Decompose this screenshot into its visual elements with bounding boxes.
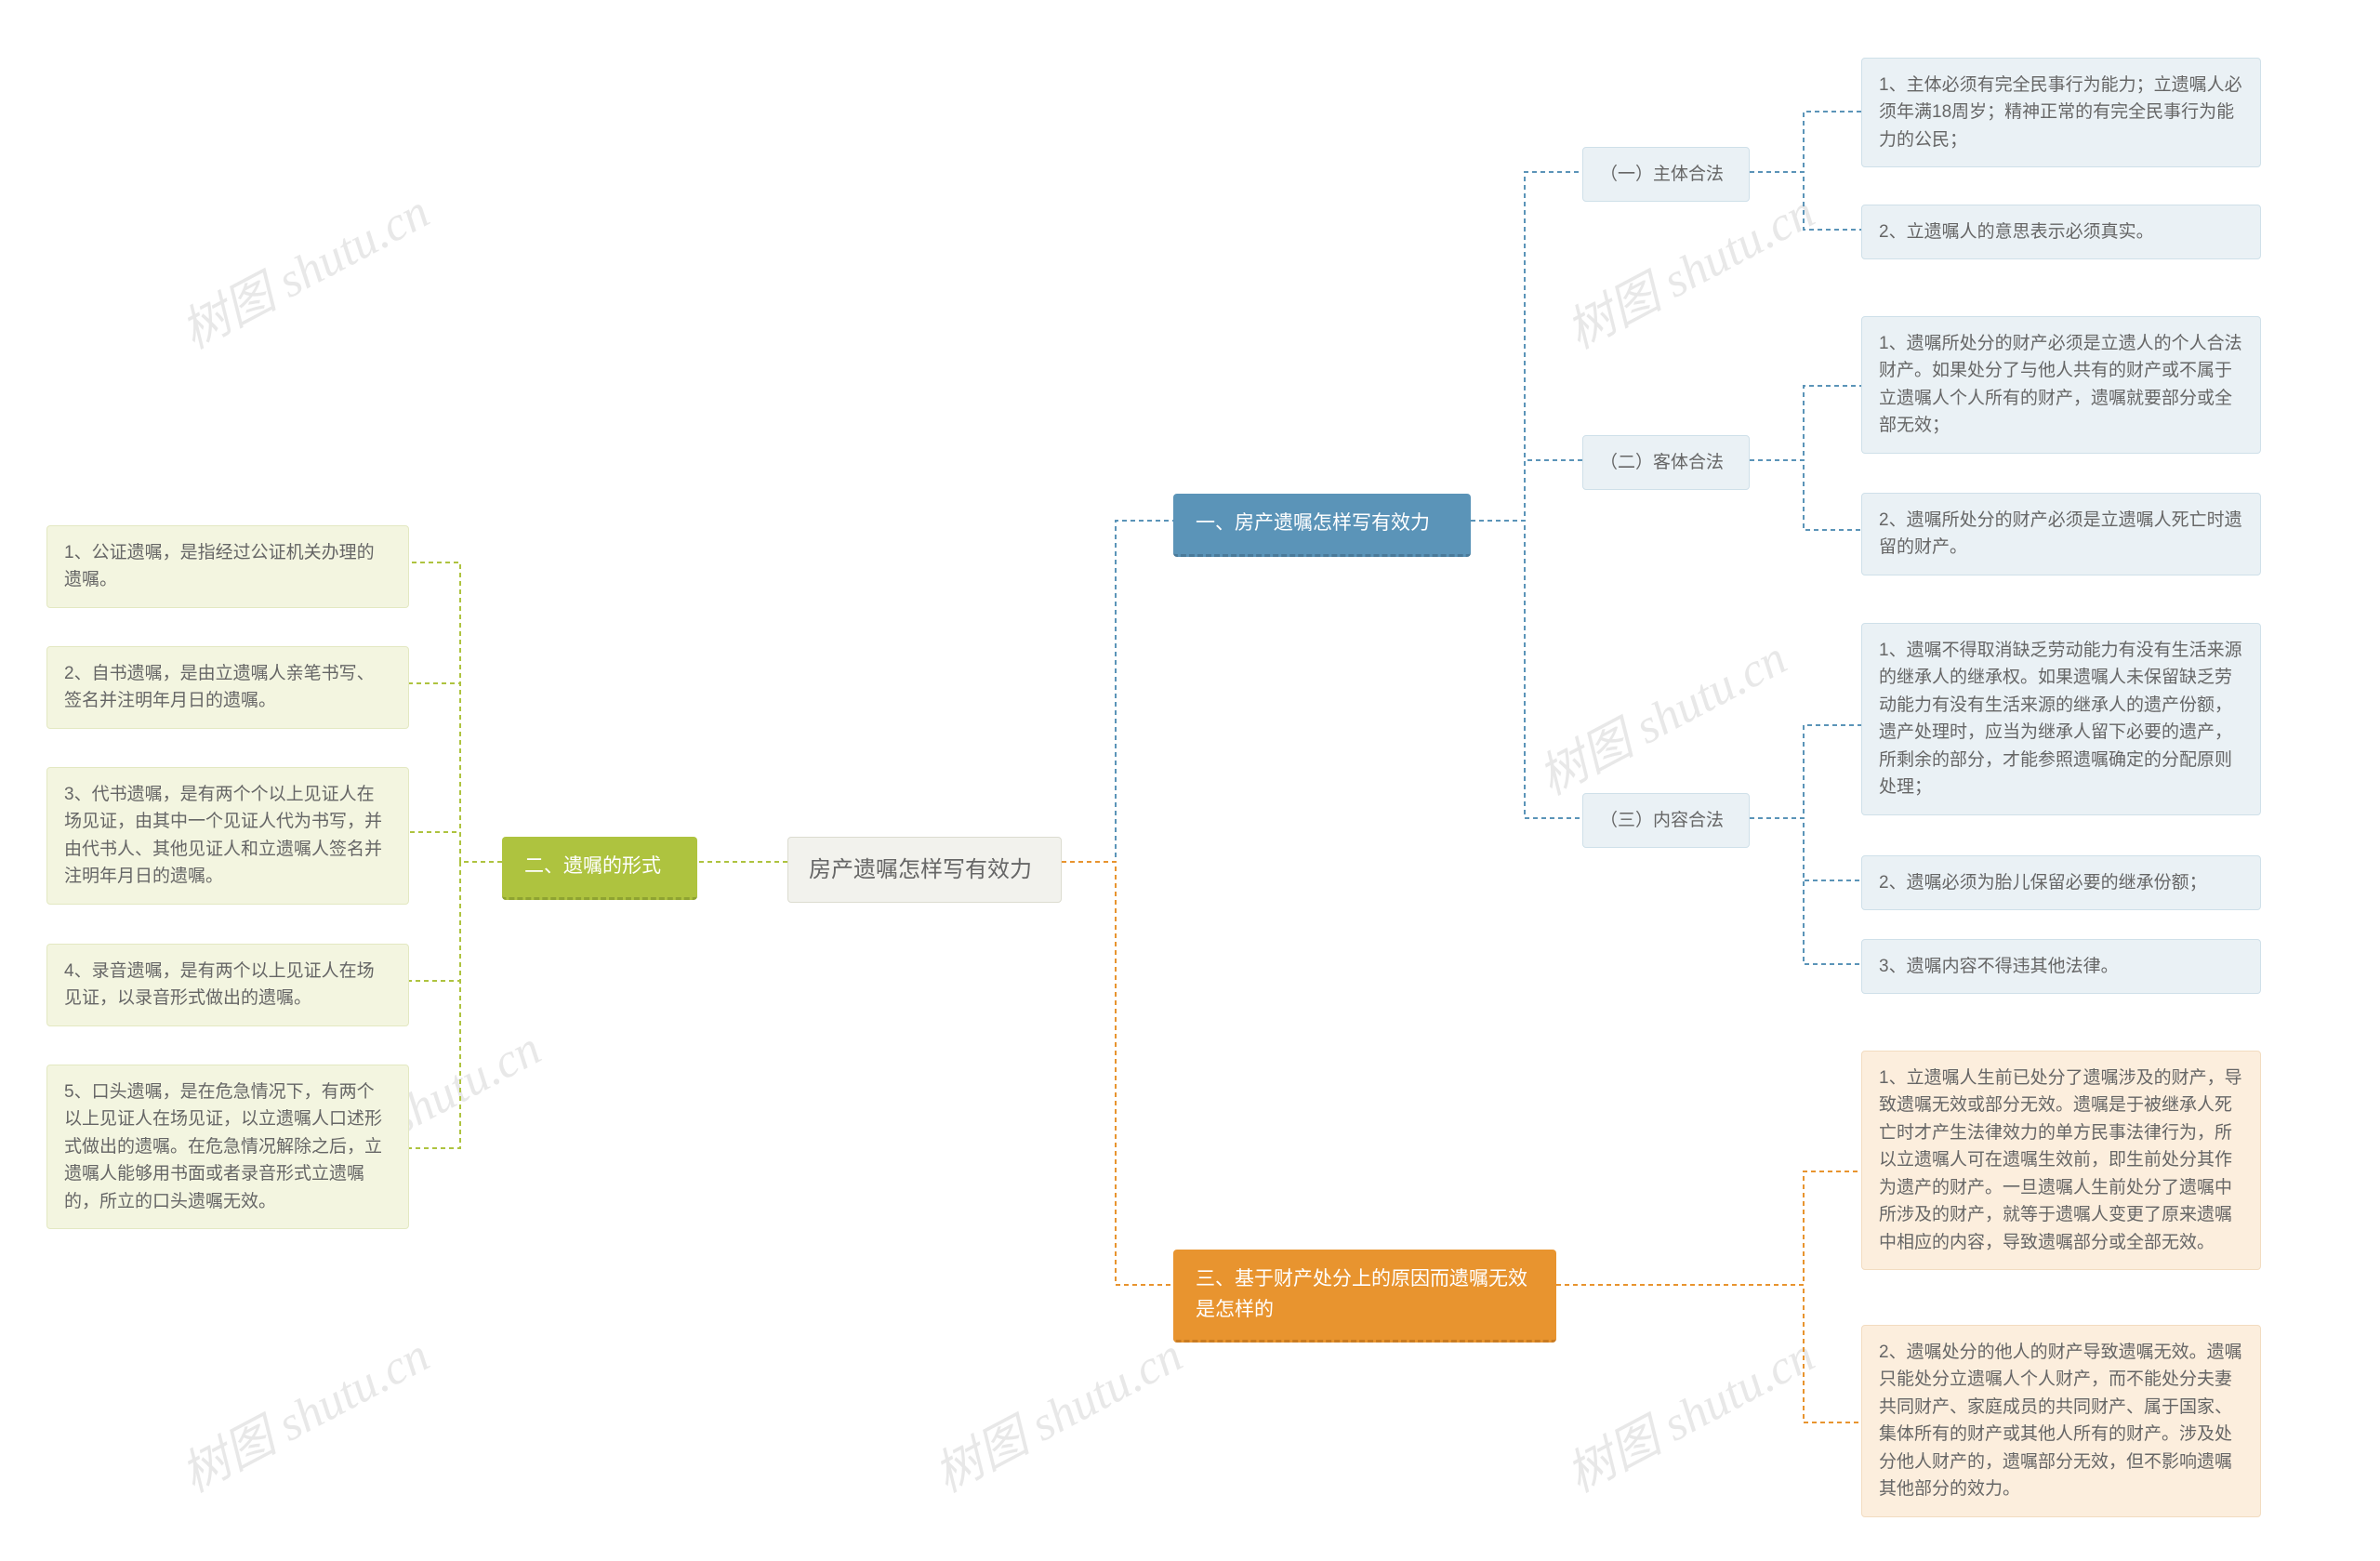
branch-1-sub-2: （二）客体合法 xyxy=(1582,435,1750,490)
branch-3-leaf-2: 2、遗嘱处分的他人的财产导致遗嘱无效。遗嘱只能处分立遗嘱人个人财产，而不能处分夫… xyxy=(1861,1325,2261,1517)
branch-2-leaf-3: 3、代书遗嘱，是有两个个以上见证人在场见证，由其中一个见证人代为书写，并由代书人… xyxy=(46,767,409,905)
branch-1-sub-1-leaf-2: 2、立遗嘱人的意思表示必须真实。 xyxy=(1861,205,2261,259)
branch-2-leaf-4: 4、录音遗嘱，是有两个以上见证人在场见证，以录音形式做出的遗嘱。 xyxy=(46,944,409,1026)
watermark: 树图 shutu.cn xyxy=(166,1316,439,1505)
watermark: 树图 shutu.cn xyxy=(919,1316,1192,1505)
branch-1: 一、房产遗嘱怎样写有效力 xyxy=(1173,494,1471,557)
branch-1-sub-2-leaf-1: 1、遗嘱所处分的财产必须是立遗人的个人合法财产。如果处分了与他人共有的财产或不属… xyxy=(1861,316,2261,454)
branch-3: 三、基于财产处分上的原因而遗嘱无效是怎样的 xyxy=(1173,1250,1556,1343)
branch-1-sub-3: （三）内容合法 xyxy=(1582,793,1750,848)
branch-2-leaf-1: 1、公证遗嘱，是指经过公证机关办理的遗嘱。 xyxy=(46,525,409,608)
root-node: 房产遗嘱怎样写有效力 xyxy=(787,837,1062,903)
branch-1-sub-1: （一）主体合法 xyxy=(1582,147,1750,202)
branch-2-leaf-2: 2、自书遗嘱，是由立遗嘱人亲笔书写、签名并注明年月日的遗嘱。 xyxy=(46,646,409,729)
branch-1-sub-1-leaf-1: 1、主体必须有完全民事行为能力；立遗嘱人必须年满18周岁；精神正常的有完全民事行… xyxy=(1861,58,2261,167)
branch-1-sub-3-leaf-3: 3、遗嘱内容不得违其他法律。 xyxy=(1861,939,2261,994)
watermark: 树图 shutu.cn xyxy=(1552,1316,1824,1505)
branch-1-sub-3-leaf-1: 1、遗嘱不得取消缺乏劳动能力有没有生活来源的继承人的继承权。如果遗嘱人未保留缺乏… xyxy=(1861,623,2261,815)
watermark: 树图 shutu.cn xyxy=(166,173,439,362)
branch-2: 二、遗嘱的形式 xyxy=(502,837,697,900)
branch-3-leaf-1: 1、立遗嘱人生前已处分了遗嘱涉及的财产，导致遗嘱无效或部分无效。遗嘱是于被继承人… xyxy=(1861,1051,2261,1270)
branch-1-sub-3-leaf-2: 2、遗嘱必须为胎儿保留必要的继承份额； xyxy=(1861,855,2261,910)
watermark: 树图 shutu.cn xyxy=(1524,619,1796,808)
branch-2-leaf-5: 5、口头遗嘱，是在危急情况下，有两个以上见证人在场见证，以立遗嘱人口述形式做出的… xyxy=(46,1065,409,1229)
branch-1-sub-2-leaf-2: 2、遗嘱所处分的财产必须是立遗嘱人死亡时遗留的财产。 xyxy=(1861,493,2261,575)
